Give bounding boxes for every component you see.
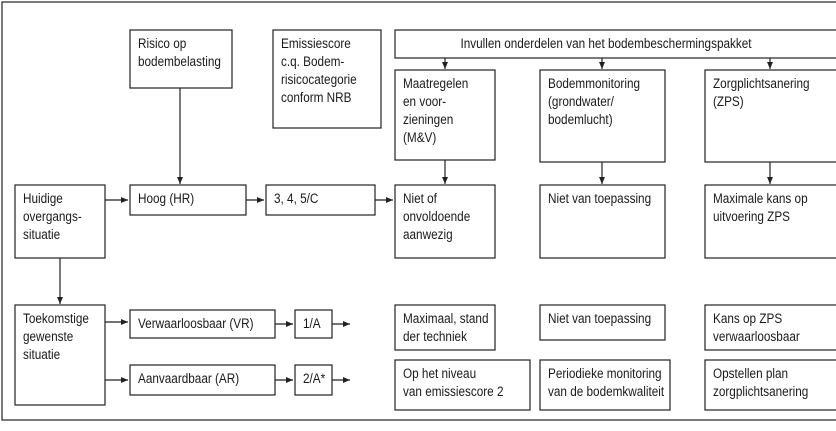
- node: Toekomstige gewenste situatie: [14, 304, 106, 406]
- node-label: en voor-: [403, 93, 446, 109]
- node: Aanvaardbaar (AR): [129, 364, 276, 396]
- node: Verwaarloosbaar (VR): [129, 309, 276, 339]
- node: 1/A: [294, 309, 333, 339]
- node-label: Bodemmonitoring: [548, 75, 640, 91]
- node: Maatregelen en voor-zieningen (M&V): [394, 69, 496, 161]
- node-label: Periodieke monitoring: [548, 365, 662, 381]
- node-label: gewenste: [23, 328, 73, 344]
- node: 2/A*: [294, 364, 333, 396]
- node-label: bodembelasting: [138, 53, 221, 69]
- node: Niet van toepassing: [539, 184, 666, 259]
- node-label: Op het niveau: [403, 365, 476, 381]
- node: Niet of onvoldoende aanwezig: [394, 184, 496, 259]
- node-label: situatie: [23, 346, 60, 362]
- node-box: [272, 29, 382, 129]
- node-label: Hoog (HR): [138, 190, 194, 206]
- node: Maximale kans op uitvoering ZPS: [704, 184, 836, 259]
- node-box: [704, 304, 836, 351]
- node-label: Zorgplichtsanering: [713, 75, 810, 91]
- node-box: [539, 69, 666, 163]
- node-label: Niet van toepassing: [548, 310, 651, 326]
- node-label: bodemlucht): [548, 111, 613, 127]
- node-label: Maatregelen: [403, 75, 468, 91]
- node-label: aanwezig: [403, 226, 453, 242]
- node: Maximaal, stand der techniek: [394, 304, 496, 351]
- node-label: zorgplichtsanering: [713, 383, 808, 399]
- node-box: [539, 304, 666, 341]
- node-label: verwaarloosbaar: [713, 328, 800, 344]
- node-label: Niet van toepassing: [548, 190, 651, 206]
- node-label: zieningen: [403, 111, 453, 127]
- node-box: [704, 69, 836, 163]
- node-box: [14, 184, 106, 259]
- node: 3, 4, 5/C: [265, 184, 376, 216]
- node-label: overgangs-: [23, 208, 82, 224]
- node-box: [394, 359, 531, 411]
- node: Risico op bodembelasting: [129, 29, 233, 89]
- node-box: [14, 304, 106, 406]
- node-box: [394, 69, 496, 161]
- node: Op het niveau van emissiescore 2: [394, 359, 531, 411]
- node: Zorgplichtsanering (ZPS): [704, 69, 836, 163]
- node-box: [704, 184, 836, 259]
- node: Bodemmonitoring (grondwater/bodemlucht): [539, 69, 666, 163]
- node-box: [129, 29, 233, 89]
- node-box: [129, 309, 276, 339]
- node-label: Niet of: [403, 190, 437, 206]
- node-box: [394, 184, 496, 259]
- node-box: [394, 304, 496, 351]
- node-label: (ZPS): [713, 93, 744, 109]
- node: Periodieke monitoring van de bodemkwalite…: [539, 359, 671, 411]
- node-label: (M&V): [403, 129, 436, 145]
- node-box: [539, 184, 666, 259]
- node-label: 2/A*: [303, 370, 325, 386]
- node-label: Kans op ZPS: [713, 310, 783, 326]
- node-label: Invullen onderdelen van het bodembescher…: [460, 35, 751, 51]
- node-label: uitvoering ZPS: [713, 208, 790, 224]
- node-label: risicocategorie: [281, 71, 357, 87]
- node-label: Maximaal, stand: [403, 310, 488, 326]
- node-label: der techniek: [403, 328, 467, 344]
- node-box: [265, 184, 376, 216]
- node-label: conform NRB: [281, 89, 351, 105]
- node: Opstellen plan zorgplichtsanering: [704, 359, 836, 411]
- node-box: [539, 359, 671, 411]
- node-label: 3, 4, 5/C: [274, 190, 318, 206]
- node-box: [294, 364, 333, 396]
- node-label: Huidige: [23, 190, 63, 206]
- node-box: [394, 29, 836, 59]
- node-box: [129, 364, 276, 396]
- node: Niet van toepassing: [539, 304, 666, 341]
- node: Hoog (HR): [129, 184, 247, 216]
- node-label: 1/A: [303, 315, 321, 331]
- node-label: (grondwater/: [548, 93, 614, 109]
- node-label: Verwaarloosbaar (VR): [138, 315, 253, 331]
- node-label: van de bodemkwaliteit: [548, 383, 665, 399]
- node-label: Opstellen plan: [713, 365, 788, 381]
- node-box: [294, 309, 333, 339]
- node: Huidige overgangs-situatie: [14, 184, 106, 259]
- node: Emissiescore c.q. Bodem-risicocategorie co…: [272, 29, 382, 129]
- node-label: Maximale kans op: [713, 190, 808, 206]
- node-box: [704, 359, 836, 411]
- node-label: situatie: [23, 226, 60, 242]
- node-label: Risico op: [138, 35, 186, 51]
- node-label: van emissiescore 2: [403, 383, 503, 399]
- node-label: c.q. Bodem-: [281, 53, 344, 69]
- node-label: onvoldoende: [403, 208, 470, 224]
- node: Invullen onderdelen van het bodembescher…: [394, 29, 836, 59]
- node-label: Toekomstige: [23, 310, 89, 326]
- node-box: [129, 184, 247, 216]
- node-label: Aanvaardbaar (AR): [138, 370, 239, 386]
- node: Kans op ZPS verwaarloosbaar: [704, 304, 836, 351]
- node-label: Emissiescore: [281, 35, 351, 51]
